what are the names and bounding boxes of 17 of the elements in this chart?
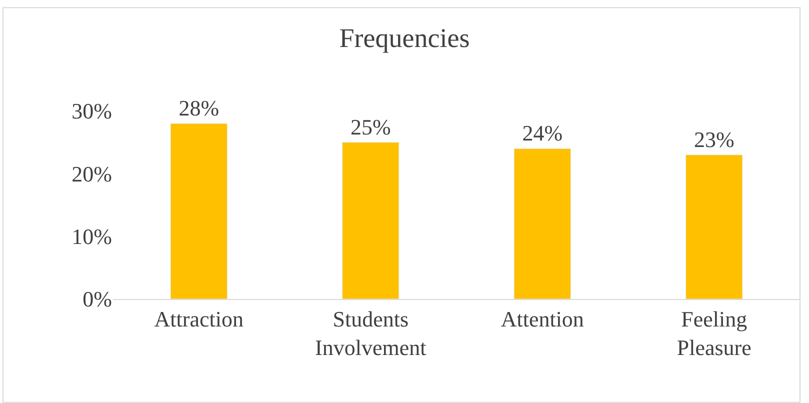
y-tick-label: 10% <box>72 224 112 250</box>
bar <box>686 154 743 299</box>
data-label: 25% <box>350 114 391 140</box>
x-tick-label: Attention <box>500 306 584 332</box>
y-tick-label: 0% <box>82 286 112 312</box>
x-tick-label: Feeling Pleasure <box>676 306 752 360</box>
bar <box>170 123 228 299</box>
bar <box>514 148 571 299</box>
data-label: 24% <box>522 120 563 146</box>
y-tick-label: 30% <box>72 98 112 124</box>
data-label: 28% <box>178 96 220 121</box>
x-tick-label: Students Involvement <box>315 306 426 360</box>
x-tick-label: Attraction <box>154 306 244 332</box>
chart-title: Frequencies <box>339 23 470 54</box>
bar <box>342 142 400 299</box>
y-tick-label: 20% <box>72 161 112 186</box>
data-label: 23% <box>694 126 734 152</box>
